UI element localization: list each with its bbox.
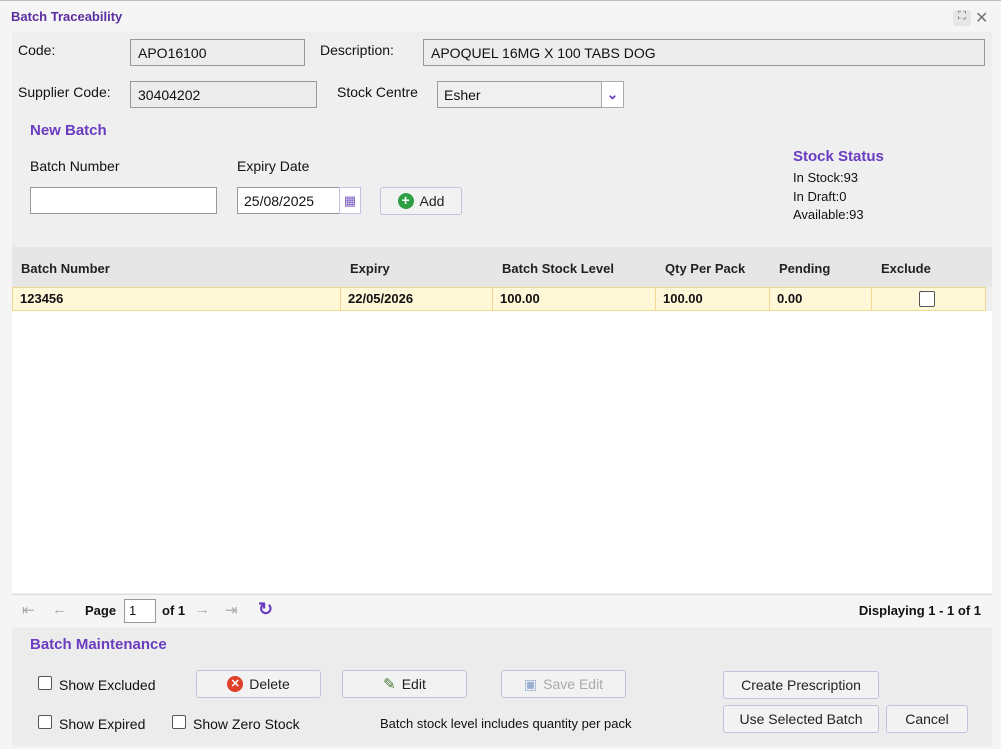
expiry-date-input[interactable]: 25/08/2025: [237, 187, 340, 214]
column-header-batch-number[interactable]: Batch Number: [21, 261, 110, 276]
in-stock-text: In Stock:93: [793, 170, 859, 185]
pager: ⇤ ← Page 1 of 1 → ⇥ ↻ Displaying 1 - 1 o…: [12, 594, 992, 627]
prev-page-icon[interactable]: ←: [52, 601, 67, 618]
delete-label: Delete: [249, 676, 290, 692]
description-field: APOQUEL 16MG X 100 TABS DOG: [423, 39, 985, 66]
column-header-expiry[interactable]: Expiry: [350, 261, 390, 276]
save-edit-button[interactable]: ▣ Save Edit: [501, 670, 626, 698]
page-label: Page: [85, 603, 117, 618]
create-prescription-button[interactable]: Create Prescription: [723, 671, 879, 699]
description-label: Description:: [320, 42, 394, 58]
column-header-qty-per-pack[interactable]: Qty Per Pack: [665, 261, 746, 276]
supplier-code-field: 30404202: [130, 81, 317, 108]
supplier-code-label: Supplier Code:: [18, 84, 111, 100]
plus-icon: +: [397, 193, 414, 209]
batch-number-label: Batch Number: [30, 158, 120, 174]
delete-icon: ✕: [227, 676, 244, 692]
last-page-icon[interactable]: ⇥: [225, 602, 238, 619]
save-edit-label: Save Edit: [543, 676, 604, 692]
column-header-pending[interactable]: Pending: [779, 261, 831, 276]
in-draft-text: In Draft:0: [793, 189, 847, 204]
refresh-icon[interactable]: ↻: [258, 599, 274, 619]
stock-centre-select[interactable]: Esher: [437, 81, 602, 108]
column-header-batch-stock-level[interactable]: Batch Stock Level: [502, 261, 614, 276]
grid-header: [12, 247, 992, 287]
stock-level-note: Batch stock level includes quantity per …: [380, 716, 632, 731]
displaying-text: Displaying 1 - 1 of 1: [858, 603, 981, 618]
stock-status-heading: Stock Status: [793, 148, 884, 165]
maximize-icon[interactable]: ⛶: [953, 10, 971, 26]
available-text: Available:93: [793, 207, 864, 222]
chevron-down-icon[interactable]: ⌄: [601, 81, 624, 108]
use-selected-batch-button[interactable]: Use Selected Batch: [723, 705, 879, 733]
cell-pending: 0.00: [770, 288, 872, 310]
edit-button[interactable]: ✎ Edit: [342, 670, 467, 698]
batch-maintenance-heading: Batch Maintenance: [30, 636, 167, 653]
window-title: Batch Traceability: [11, 9, 123, 24]
new-batch-heading: New Batch: [30, 122, 107, 139]
column-header-exclude[interactable]: Exclude: [881, 261, 931, 276]
show-zero-stock-checkbox[interactable]: [172, 715, 186, 729]
show-expired-checkbox[interactable]: [38, 715, 52, 729]
first-page-icon[interactable]: ⇤: [22, 602, 35, 619]
exclude-checkbox[interactable]: [919, 291, 935, 307]
show-excluded-checkbox[interactable]: [38, 676, 52, 690]
edit-icon: ✎: [383, 676, 396, 693]
next-page-icon[interactable]: →: [195, 601, 210, 618]
cancel-button[interactable]: Cancel: [886, 705, 968, 733]
stock-centre-label: Stock Centre: [337, 84, 418, 100]
expiry-date-label: Expiry Date: [237, 158, 310, 174]
show-zero-stock-label: Show Zero Stock: [193, 716, 300, 732]
show-excluded-label: Show Excluded: [59, 677, 156, 693]
show-expired-label: Show Expired: [59, 716, 146, 732]
save-icon: ▣: [523, 675, 538, 692]
grid-body: [12, 311, 992, 593]
cell-expiry: 22/05/2026: [341, 288, 493, 310]
page-of-label: of 1: [162, 603, 186, 618]
edit-label: Edit: [401, 676, 426, 692]
calendar-icon[interactable]: ▦: [339, 187, 361, 214]
cell-qty-per-pack: 100.00: [656, 288, 770, 310]
batch-number-input[interactable]: [30, 187, 217, 214]
code-field: APO16100: [130, 39, 305, 66]
add-label: Add: [419, 193, 445, 209]
cell-batch-stock-level: 100.00: [493, 288, 656, 310]
add-button[interactable]: + Add: [380, 187, 462, 215]
delete-button[interactable]: ✕ Delete: [196, 670, 321, 698]
page-input[interactable]: 1: [124, 599, 156, 623]
close-icon[interactable]: ✕: [975, 10, 989, 27]
code-label: Code:: [18, 42, 56, 58]
table-row[interactable]: 123456 22/05/2026 100.00 100.00 0.00: [12, 287, 986, 311]
cell-batch-number: 123456: [13, 288, 341, 310]
